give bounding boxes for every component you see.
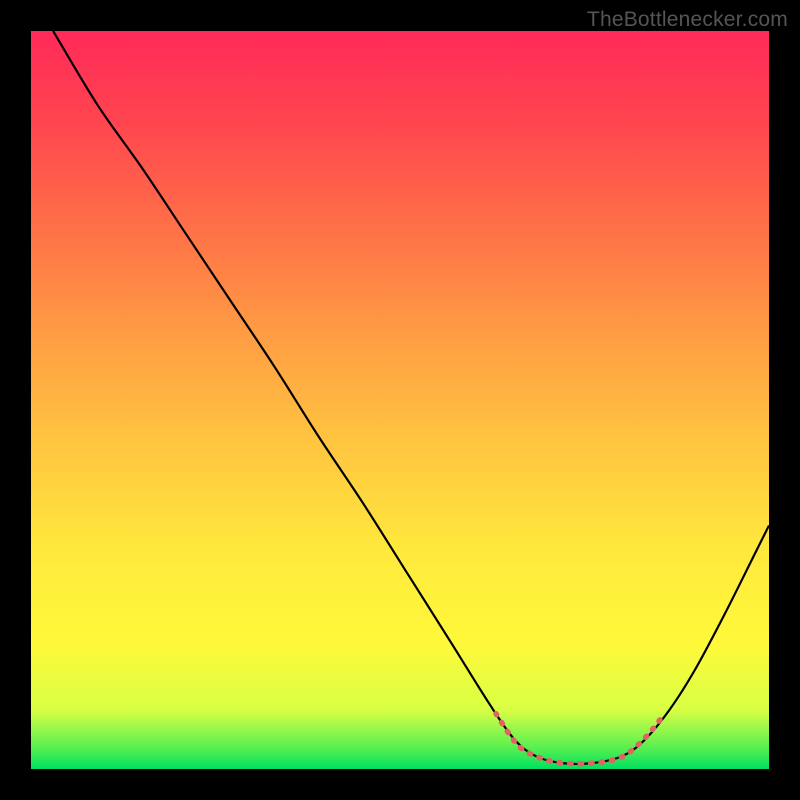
watermark-text: TheBottlenecker.com [587, 8, 788, 32]
chart-container: TheBottlenecker.com [0, 0, 800, 800]
gradient-background [31, 31, 769, 769]
chart-svg [31, 31, 769, 769]
plot-area [31, 31, 769, 769]
